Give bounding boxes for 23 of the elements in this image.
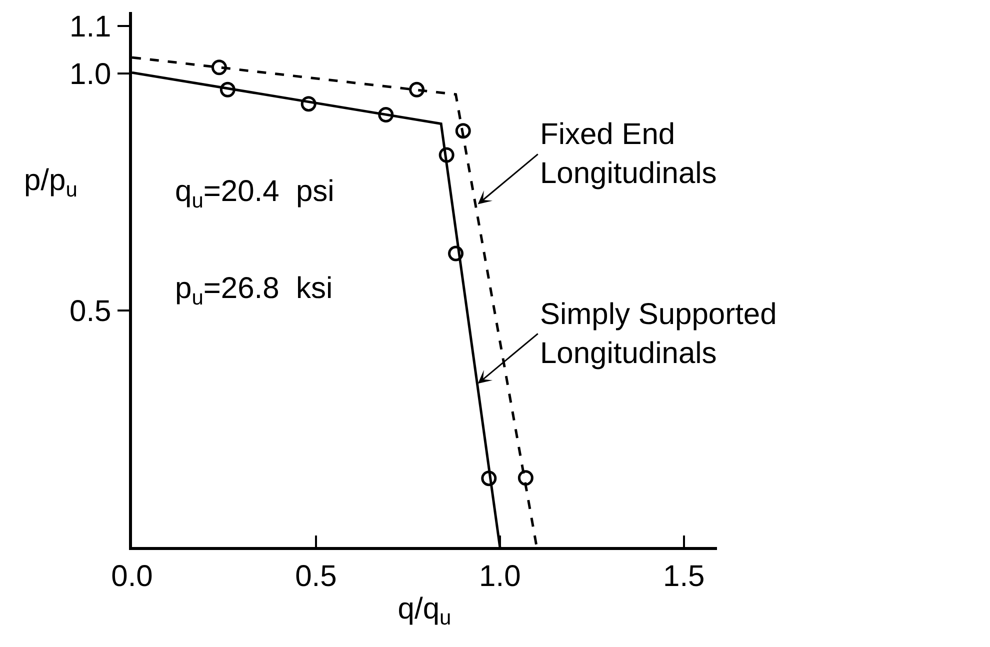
point — [378, 106, 394, 122]
point — [518, 470, 534, 486]
point — [438, 147, 454, 163]
point — [211, 60, 227, 76]
annotation: Fixed End Longitudinals — [540, 118, 717, 190]
point — [448, 246, 464, 262]
x-tick-label: 1.5 — [663, 560, 705, 593]
annotation: q$_{u}$=20.4 psi — [175, 175, 334, 212]
point — [409, 82, 425, 98]
y-axis-title: p/p$_{u}$ — [24, 164, 78, 202]
x-tick-label: 0.0 — [111, 560, 153, 593]
x-axis-title: q/q$_{u}$ — [398, 592, 452, 630]
x-tick-label: 0.5 — [295, 560, 337, 593]
point — [481, 470, 497, 486]
point — [300, 96, 316, 112]
y-tick-label: 1.0 — [70, 58, 112, 92]
point — [455, 123, 471, 139]
y-tick-label: 1.1 — [70, 10, 112, 44]
y-tick-label: 0.5 — [70, 294, 112, 328]
annotation: p$_{u}$=26.8 ksi — [175, 272, 333, 310]
x-tick-label: 1.0 — [479, 560, 521, 593]
annotation: Simply Supported Longitudinals — [540, 298, 777, 370]
point — [220, 82, 236, 98]
